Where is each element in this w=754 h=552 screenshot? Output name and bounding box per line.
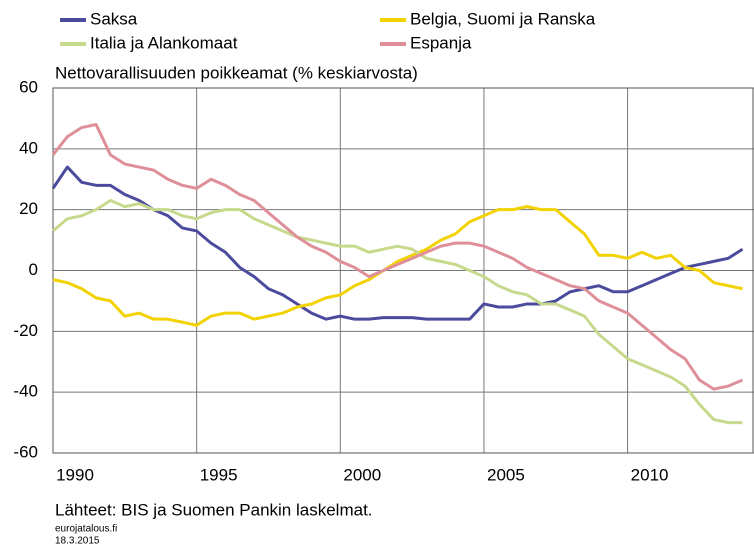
source: Lähteet: BIS ja Suomen Pankin laskelmat.: [55, 500, 373, 519]
footer: eurojatalous.fi: [55, 524, 117, 535]
y-tick-label: 60: [19, 77, 38, 96]
plot-border: [52, 87, 754, 454]
legend-label: Italia ja Alankomaat: [90, 33, 238, 52]
y-tick-label: 40: [19, 138, 38, 157]
y-axis-label: Nettovarallisuuden poikkeamat (% keskiar…: [55, 63, 418, 82]
legend-label: Espanja: [410, 33, 472, 52]
y-tick-label: -60: [13, 442, 38, 461]
series-line: [52, 199, 743, 425]
y-tick-label: -20: [13, 321, 38, 340]
x-tick-label: 2005: [487, 465, 525, 484]
y-tick-label: 0: [29, 260, 38, 279]
series-line: [52, 205, 743, 327]
y-tick-label: 20: [19, 199, 38, 218]
x-tick-label: 2000: [343, 465, 381, 484]
series-line: [51, 123, 744, 391]
x-tick-label: 1990: [56, 465, 94, 484]
legend-label: Belgia, Suomi ja Ranska: [410, 9, 596, 28]
legend-label: Saksa: [90, 9, 138, 28]
x-tick-label: 1995: [200, 465, 238, 484]
y-tick-label: -40: [13, 382, 38, 401]
x-tick-label: 2010: [631, 465, 669, 484]
series-line: [51, 165, 744, 321]
footer: 18.3.2015: [55, 536, 100, 547]
